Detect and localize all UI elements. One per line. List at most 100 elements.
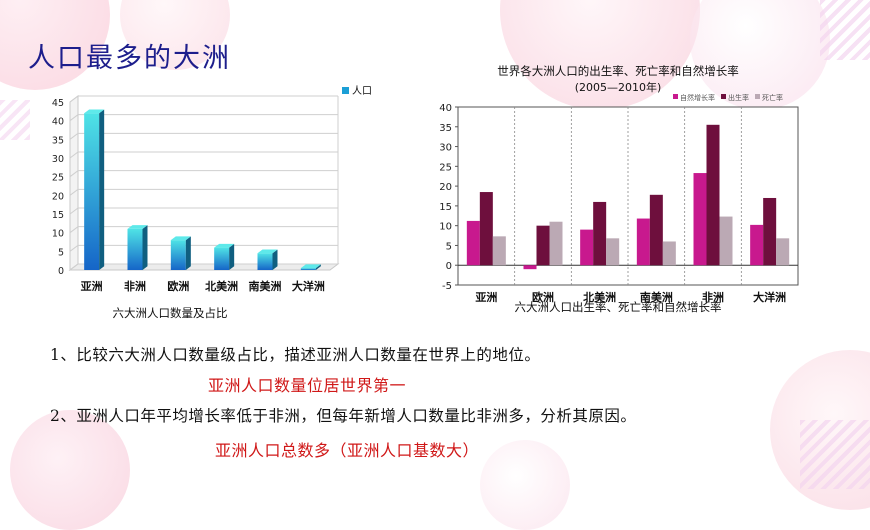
y-tick-label: 35 bbox=[52, 135, 64, 146]
chart-subtitle: (2005—2010年) bbox=[575, 80, 662, 94]
bar-side bbox=[229, 243, 235, 270]
x-tick-label: 亚洲 bbox=[81, 280, 103, 293]
y-tick-label: 20 bbox=[439, 182, 452, 193]
bar-南美洲-死亡率 bbox=[662, 241, 676, 266]
bar-欧洲 bbox=[170, 240, 186, 270]
bar-南美洲-出生率 bbox=[649, 194, 663, 266]
y-tick-label: 10 bbox=[52, 229, 64, 240]
decor-stripes-bottom-right bbox=[800, 420, 870, 489]
bar-top bbox=[127, 225, 148, 229]
x-tick-label: 南美洲 bbox=[640, 290, 673, 304]
x-tick-label: 非洲 bbox=[124, 279, 146, 293]
answer-1: 亚洲人口数量位居世界第一 bbox=[208, 376, 407, 395]
legend-swatch bbox=[342, 87, 349, 94]
decor-circle-bottom-left bbox=[10, 410, 130, 530]
x-tick-label: 欧洲 bbox=[532, 290, 554, 304]
bar-亚洲 bbox=[84, 113, 100, 270]
y-tick-label: 40 bbox=[52, 117, 64, 128]
x-tick-label: 南美洲 bbox=[249, 279, 282, 293]
bar-top bbox=[84, 109, 105, 114]
gridline bbox=[69, 188, 338, 196]
bar-side bbox=[272, 249, 278, 270]
y-tick-label: 25 bbox=[439, 162, 452, 173]
floor bbox=[68, 263, 340, 271]
legend-label: 人口 bbox=[352, 85, 372, 97]
decor-circle-bottom-right bbox=[770, 350, 870, 510]
bar-南美洲 bbox=[257, 253, 273, 270]
x-tick-label: 北美洲 bbox=[583, 290, 616, 304]
y-tick-label: 0 bbox=[446, 261, 452, 272]
y-tick-label: 15 bbox=[52, 210, 64, 221]
y-tick-label: 0 bbox=[58, 266, 64, 277]
answer-2: 亚洲人口总数多（亚洲人口基数大） bbox=[215, 441, 480, 460]
y-tick-label: 15 bbox=[439, 202, 452, 213]
gridline bbox=[69, 244, 338, 252]
decor-stripes-top-right bbox=[820, 0, 870, 60]
chart-caption: 六大洲人口出生率、死亡率和自然增长率 bbox=[515, 300, 722, 314]
bar-亚洲-死亡率 bbox=[492, 236, 506, 266]
bar-大洋洲-自然增长率 bbox=[750, 224, 764, 266]
legend-swatch-1 bbox=[721, 94, 726, 99]
chart-title: 世界各大洲人口的出生率、死亡率和自然增长率 bbox=[497, 64, 739, 78]
x-tick-label: 大洋洲 bbox=[292, 279, 325, 293]
y-tick-label: 5 bbox=[446, 241, 452, 252]
bar-side bbox=[315, 264, 321, 270]
bar-top bbox=[214, 243, 235, 248]
bar-亚洲-出生率 bbox=[479, 192, 493, 266]
y-tick-label: 30 bbox=[439, 143, 452, 154]
x-tick-label: 大洋洲 bbox=[753, 290, 786, 304]
bar-南美洲-自然增长率 bbox=[636, 218, 650, 266]
y-tick-label: 20 bbox=[52, 191, 64, 202]
legend-label-1: 出生率 bbox=[728, 93, 749, 102]
bar-大洋洲-死亡率 bbox=[776, 238, 790, 266]
bar-北美洲-出生率 bbox=[593, 201, 607, 266]
left-wall bbox=[69, 95, 79, 271]
question-2: 2、亚洲人口年平均增长率低于非洲，但每年新增人口数量比非洲多，分析其原因。 bbox=[50, 407, 637, 425]
legend-label-2: 死亡率 bbox=[762, 93, 783, 102]
y-tick-label: 35 bbox=[439, 123, 452, 134]
bar-top bbox=[257, 249, 278, 254]
y-tick-label: 30 bbox=[52, 154, 64, 165]
y-tick-label: 25 bbox=[52, 173, 64, 184]
gridline bbox=[69, 132, 338, 140]
gridline bbox=[69, 114, 338, 122]
gridline bbox=[69, 226, 338, 234]
x-tick-label: 北美洲 bbox=[205, 279, 238, 293]
gridline bbox=[69, 95, 338, 103]
x-tick-label: 非洲 bbox=[702, 290, 724, 304]
y-tick-label: 40 bbox=[439, 103, 452, 114]
gridline bbox=[69, 170, 338, 178]
bar-side bbox=[99, 109, 105, 270]
bar-top bbox=[170, 236, 191, 241]
legend-swatch-2 bbox=[755, 94, 760, 99]
bar-side bbox=[185, 236, 191, 270]
gridline bbox=[69, 263, 338, 271]
birth-death-rate-chart: 世界各大洲人口的出生率、死亡率和自然增长率 (2005—2010年) 自然增长率 出生… bbox=[439, 64, 799, 314]
gridline bbox=[69, 151, 338, 159]
chart-caption: 六大洲人口数量及占比 bbox=[113, 306, 228, 320]
y-tick-label: -5 bbox=[442, 281, 452, 292]
bar-欧洲-出生率 bbox=[536, 225, 550, 266]
bar-亚洲-自然增长率 bbox=[466, 220, 480, 266]
bar-大洋洲 bbox=[300, 268, 316, 270]
x-tick-label: 欧洲 bbox=[167, 279, 189, 293]
bar-欧洲-死亡率 bbox=[549, 221, 563, 266]
bar-top bbox=[300, 264, 321, 269]
bar-欧洲-自然增长率 bbox=[523, 265, 537, 270]
y-tick-label: 5 bbox=[58, 247, 64, 258]
bar-side bbox=[142, 225, 148, 270]
bar-北美洲-死亡率 bbox=[606, 238, 620, 266]
x-tick-label: 亚洲 bbox=[475, 291, 497, 304]
bar-非洲-出生率 bbox=[706, 124, 720, 266]
y-tick-label: 45 bbox=[52, 98, 64, 109]
decor-stripes-left bbox=[0, 100, 30, 140]
legend-label-0: 自然增长率 bbox=[680, 93, 715, 102]
bar-非洲-自然增长率 bbox=[693, 173, 707, 266]
y-tick-label: 10 bbox=[439, 222, 452, 233]
bar-大洋洲-出生率 bbox=[763, 197, 777, 266]
bar-北美洲-自然增长率 bbox=[580, 229, 594, 266]
decor-circle-bottom-mid bbox=[480, 440, 570, 530]
gridline bbox=[69, 207, 338, 215]
bar-非洲-死亡率 bbox=[719, 216, 733, 266]
slide-title: 人口最多的大洲 bbox=[28, 43, 231, 74]
